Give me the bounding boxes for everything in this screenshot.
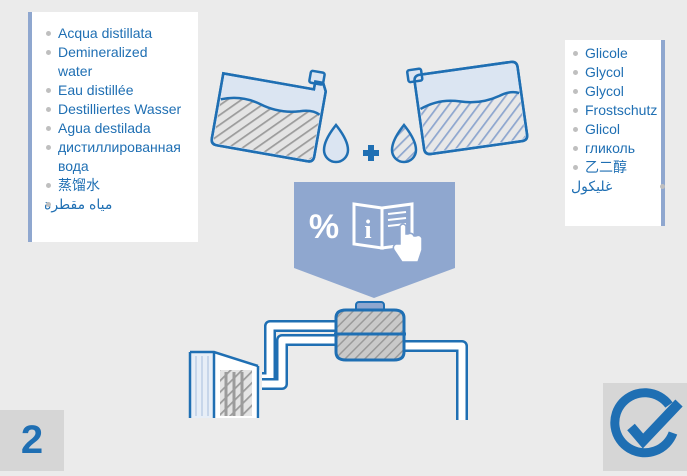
water-term: مياه مقطرة	[44, 195, 144, 214]
water-term: Destilliertes Wasser	[44, 100, 204, 119]
water-term: Acqua distillata	[44, 24, 204, 43]
water-term: дистиллированная вода	[44, 138, 208, 176]
glycol-term: Glycol	[571, 63, 665, 82]
water-terms-panel: Acqua distillata Demineralized water Eau…	[28, 12, 198, 242]
info-symbol: i	[364, 215, 371, 244]
pointing-hand-icon	[392, 223, 423, 263]
glycol-term: Glycol	[571, 82, 665, 101]
radiator-icon	[188, 350, 260, 418]
step-number: 2	[20, 418, 44, 462]
glycol-terms-panel: Glicole Glycol Glycol Frostschutz Glicol…	[565, 40, 665, 226]
glycol-term: غليكول	[571, 177, 665, 196]
glycol-term: 乙二醇	[571, 158, 665, 177]
glycol-terms-list: Glicole Glycol Glycol Frostschutz Glicol…	[571, 44, 665, 196]
water-canister-icon	[210, 69, 328, 163]
glycol-canister-icon	[406, 60, 529, 156]
coolant-pipes	[262, 320, 468, 420]
glycol-term: Frostschutz	[571, 101, 665, 120]
glycol-term: Glicol	[571, 120, 665, 139]
percent-symbol: %	[309, 208, 339, 246]
expansion-tank-icon	[334, 301, 406, 362]
water-term: Demineralized water	[44, 43, 178, 81]
water-term: Agua destilada	[44, 119, 204, 138]
glycol-term: Glicole	[571, 44, 665, 63]
plus-icon	[363, 145, 379, 161]
checkmark-badge	[603, 383, 687, 471]
water-term: Eau distillée	[44, 81, 204, 100]
step-number-badge: 2	[0, 410, 64, 471]
instruction-arrow	[294, 182, 455, 298]
water-terms-list: Acqua distillata Demineralized water Eau…	[44, 24, 204, 214]
water-drop-icon	[322, 122, 350, 164]
glycol-drop-icon	[390, 122, 418, 164]
checkmark-icon	[610, 388, 683, 458]
glycol-term: гликоль	[571, 139, 665, 158]
water-term: 蒸馏水	[44, 176, 204, 195]
